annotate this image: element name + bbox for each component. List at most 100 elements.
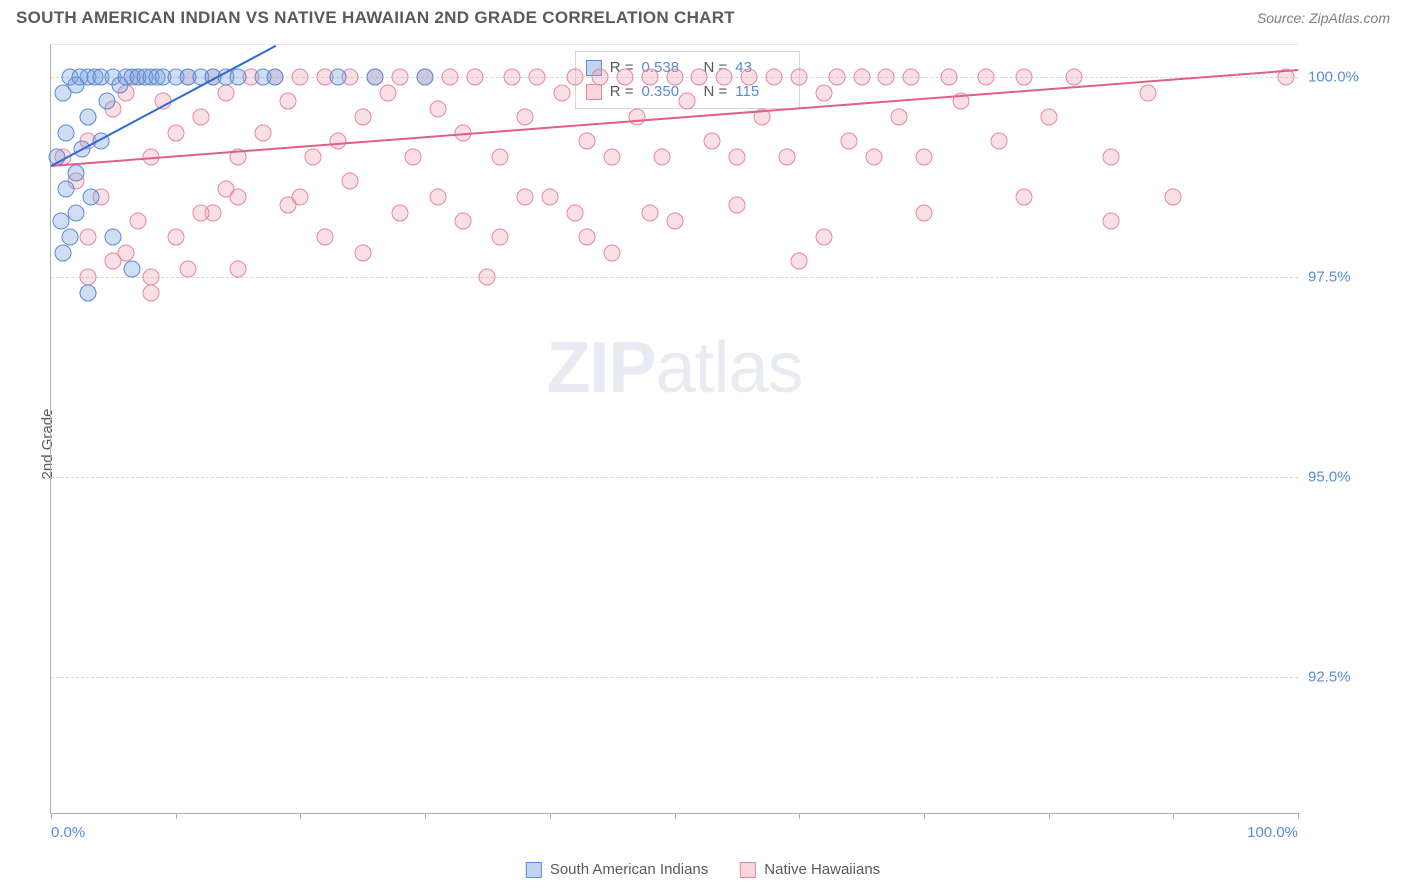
data-point <box>367 69 384 86</box>
data-point <box>124 261 141 278</box>
data-point <box>641 69 658 86</box>
data-point <box>379 85 396 102</box>
data-point <box>1065 69 1082 86</box>
data-point <box>392 205 409 222</box>
data-point <box>728 149 745 166</box>
data-point <box>915 149 932 166</box>
data-point <box>354 245 371 262</box>
data-point <box>828 69 845 86</box>
data-point <box>579 229 596 246</box>
data-point <box>866 149 883 166</box>
chart-area: 2nd Grade ZIPatlas R = 0.538 N = 43 R = … <box>42 44 1390 844</box>
data-point <box>816 85 833 102</box>
xtick <box>675 813 676 819</box>
data-point <box>279 93 296 110</box>
xtick <box>799 813 800 819</box>
data-point <box>466 69 483 86</box>
data-point <box>342 173 359 190</box>
data-point <box>915 205 932 222</box>
data-point <box>142 285 159 302</box>
data-point <box>1165 189 1182 206</box>
xlabel-left: 0.0% <box>51 824 85 841</box>
swatch-pink-icon <box>586 84 602 100</box>
data-point <box>491 229 508 246</box>
data-point <box>641 205 658 222</box>
data-point <box>516 189 533 206</box>
data-point <box>105 229 122 246</box>
plot-region: ZIPatlas R = 0.538 N = 43 R = 0.350 N = … <box>50 44 1298 814</box>
data-point <box>741 69 758 86</box>
data-point <box>604 149 621 166</box>
ytick-label: 100.0% <box>1308 69 1378 86</box>
data-point <box>816 229 833 246</box>
data-point <box>67 165 84 182</box>
data-point <box>417 69 434 86</box>
chart-header: SOUTH AMERICAN INDIAN VS NATIVE HAWAIIAN… <box>0 0 1406 32</box>
data-point <box>990 133 1007 150</box>
data-point <box>167 125 184 142</box>
data-point <box>1015 69 1032 86</box>
data-point <box>99 93 116 110</box>
data-point <box>279 197 296 214</box>
xlabel-right: 100.0% <box>1247 824 1298 841</box>
watermark-zip: ZIP <box>546 328 655 408</box>
data-point <box>142 269 159 286</box>
data-point <box>392 69 409 86</box>
data-point <box>230 69 247 86</box>
data-point <box>479 269 496 286</box>
data-point <box>666 213 683 230</box>
data-point <box>691 69 708 86</box>
data-point <box>678 93 695 110</box>
data-point <box>329 69 346 86</box>
data-point <box>604 245 621 262</box>
data-point <box>55 245 72 262</box>
data-point <box>67 205 84 222</box>
data-point <box>329 133 346 150</box>
watermark: ZIPatlas <box>546 327 802 409</box>
xtick <box>924 813 925 819</box>
data-point <box>292 69 309 86</box>
legend-label-pink: Native Hawaiians <box>764 861 880 878</box>
data-point <box>354 109 371 126</box>
legend-swatch-pink-icon <box>740 862 756 878</box>
data-point <box>554 85 571 102</box>
xtick <box>51 813 52 819</box>
data-point <box>57 125 74 142</box>
data-point <box>654 149 671 166</box>
data-point <box>778 149 795 166</box>
data-point <box>429 189 446 206</box>
data-point <box>853 69 870 86</box>
data-point <box>791 253 808 270</box>
legend-label-blue: South American Indians <box>550 861 708 878</box>
legend: South American Indians Native Hawaiians <box>526 861 880 878</box>
data-point <box>1102 149 1119 166</box>
data-point <box>841 133 858 150</box>
data-point <box>878 69 895 86</box>
data-point <box>267 69 284 86</box>
xtick <box>1298 813 1299 819</box>
data-point <box>1015 189 1032 206</box>
data-point <box>940 69 957 86</box>
data-point <box>766 69 783 86</box>
xtick <box>176 813 177 819</box>
data-point <box>180 261 197 278</box>
ytick-label: 92.5% <box>1308 669 1378 686</box>
data-point <box>82 189 99 206</box>
data-point <box>192 205 209 222</box>
data-point <box>454 213 471 230</box>
data-point <box>404 149 421 166</box>
data-point <box>566 69 583 86</box>
chart-source: Source: ZipAtlas.com <box>1257 10 1390 26</box>
data-point <box>317 229 334 246</box>
ytick-label: 95.0% <box>1308 469 1378 486</box>
legend-swatch-blue-icon <box>526 862 542 878</box>
data-point <box>52 213 69 230</box>
data-point <box>703 133 720 150</box>
data-point <box>791 69 808 86</box>
data-point <box>728 197 745 214</box>
data-point <box>429 101 446 118</box>
data-point <box>566 205 583 222</box>
data-point <box>117 245 134 262</box>
data-point <box>591 69 608 86</box>
data-point <box>890 109 907 126</box>
